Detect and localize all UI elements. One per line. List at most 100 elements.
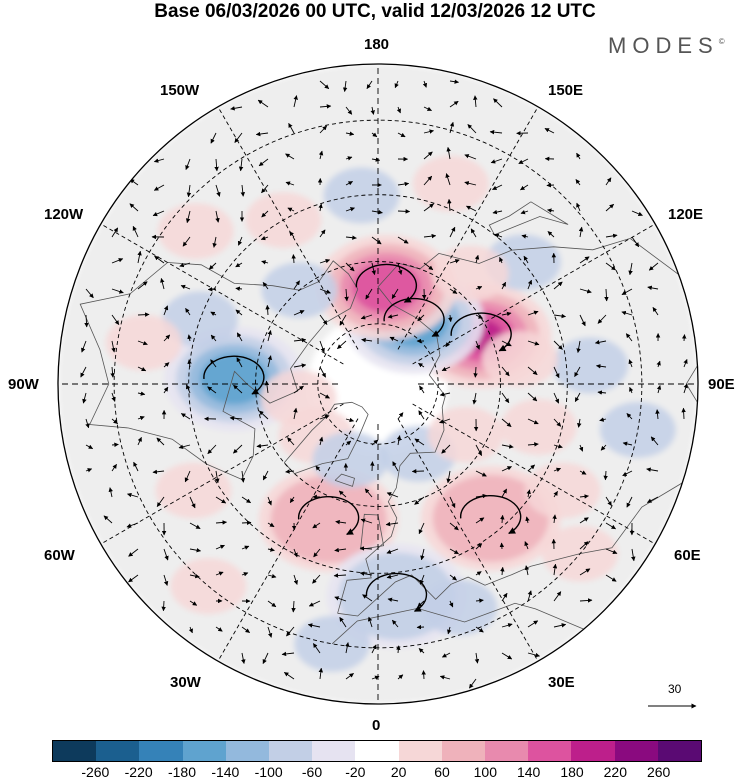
wind-vector <box>267 496 272 506</box>
colorbar-swatch <box>225 741 270 761</box>
wind-vector <box>553 623 567 628</box>
wind-vector <box>262 282 269 290</box>
wind-vector <box>344 288 349 302</box>
wind-vector <box>447 626 452 635</box>
lon-label-30e: 30E <box>548 674 575 691</box>
wind-vector <box>439 675 451 680</box>
wind-vector <box>492 184 503 190</box>
wind-vector <box>137 340 148 346</box>
meridian-line <box>217 418 359 662</box>
wind-vector <box>267 355 272 368</box>
wind-vector <box>449 522 459 531</box>
wind-vector <box>286 626 295 637</box>
wind-vector <box>288 122 295 134</box>
wind-vector <box>447 198 452 212</box>
colorbar-tick-label: -260 <box>81 764 110 780</box>
wind-vector <box>335 519 347 525</box>
wind-vector <box>441 366 451 372</box>
anomaly-blob <box>552 337 629 394</box>
wind-vector <box>111 392 116 402</box>
colorbar-swatch <box>528 741 572 761</box>
wind-vector <box>397 209 411 214</box>
wind-vector <box>235 286 243 291</box>
colorbar-swatch <box>182 741 226 761</box>
wind-vector <box>449 121 455 134</box>
wind-vector <box>210 359 217 368</box>
wind-vector <box>161 600 166 612</box>
wind-vector <box>501 623 513 628</box>
wind-vector <box>188 626 193 634</box>
anomaly-blob <box>432 474 549 562</box>
anomaly-blob <box>481 330 558 387</box>
wind-vector <box>422 80 428 88</box>
wind-vector <box>339 314 347 326</box>
wind-vector <box>544 128 555 134</box>
wind-vector <box>359 571 373 576</box>
wind-vector <box>499 257 504 264</box>
wind-vector <box>185 158 191 170</box>
wind-vector <box>103 515 113 524</box>
latitude-circle <box>188 194 568 574</box>
wind-vector <box>293 574 298 585</box>
wind-vector <box>605 522 616 530</box>
wind-vector <box>153 184 165 191</box>
wind-vector <box>414 496 425 505</box>
wind-vector <box>293 337 307 343</box>
reference-vector: 30 <box>630 682 710 722</box>
colorbar-swatch <box>96 741 140 761</box>
wind-vector <box>345 181 353 186</box>
wind-vector <box>386 492 399 498</box>
colorbar-swatch <box>355 741 399 761</box>
wind-vector <box>501 652 513 660</box>
wind-vector <box>371 132 378 138</box>
meridian-line <box>217 106 359 350</box>
colorbar-swatch <box>441 741 486 761</box>
wind-vector <box>285 181 295 186</box>
wind-vector <box>553 340 563 350</box>
meridian-line <box>412 223 656 365</box>
wind-vector <box>312 643 321 654</box>
wind-vector <box>420 548 425 561</box>
wind-vector <box>579 256 590 264</box>
wind-vector <box>547 208 555 213</box>
colorbar-tick-label: 100 <box>473 764 498 780</box>
wind-vector <box>621 288 633 296</box>
wind-vector <box>683 383 688 394</box>
wind-vector <box>475 571 482 576</box>
reference-vector-value: 30 <box>668 682 682 696</box>
wind-vector <box>307 623 321 628</box>
wind-vector <box>600 444 607 451</box>
wind-vector <box>308 600 321 607</box>
wind-vector <box>553 366 560 379</box>
wind-vector <box>475 598 484 603</box>
wind-vector <box>361 337 373 343</box>
wind-vector <box>362 594 373 602</box>
wind-vector <box>527 340 540 346</box>
wind-vector <box>397 674 404 680</box>
wind-vector <box>501 592 508 602</box>
wind-vector <box>291 600 296 613</box>
wind-vector <box>553 392 560 404</box>
colorbar-tick-label: -60 <box>301 764 323 780</box>
wind-vector <box>646 496 659 503</box>
wind-vector <box>396 645 401 654</box>
wind-vector <box>360 314 373 320</box>
wind-vector <box>345 235 357 240</box>
wind-vector <box>466 205 477 212</box>
wind-vector <box>207 287 217 292</box>
wind-vector <box>527 310 539 316</box>
anomaly-blob <box>199 353 268 405</box>
lon-label-0: 0 <box>372 717 381 734</box>
wind-vector <box>371 236 382 245</box>
wind-vector <box>287 207 295 212</box>
wind-vector <box>163 386 169 394</box>
wind-vector <box>319 366 326 378</box>
wind-vector <box>313 548 321 558</box>
wind-vector <box>178 444 191 449</box>
wind-vector <box>553 418 562 427</box>
wind-vector <box>334 547 347 553</box>
wind-vector <box>163 362 170 368</box>
wind-vector <box>448 314 453 323</box>
wind-vector <box>163 548 169 561</box>
wind-vector <box>493 98 503 108</box>
